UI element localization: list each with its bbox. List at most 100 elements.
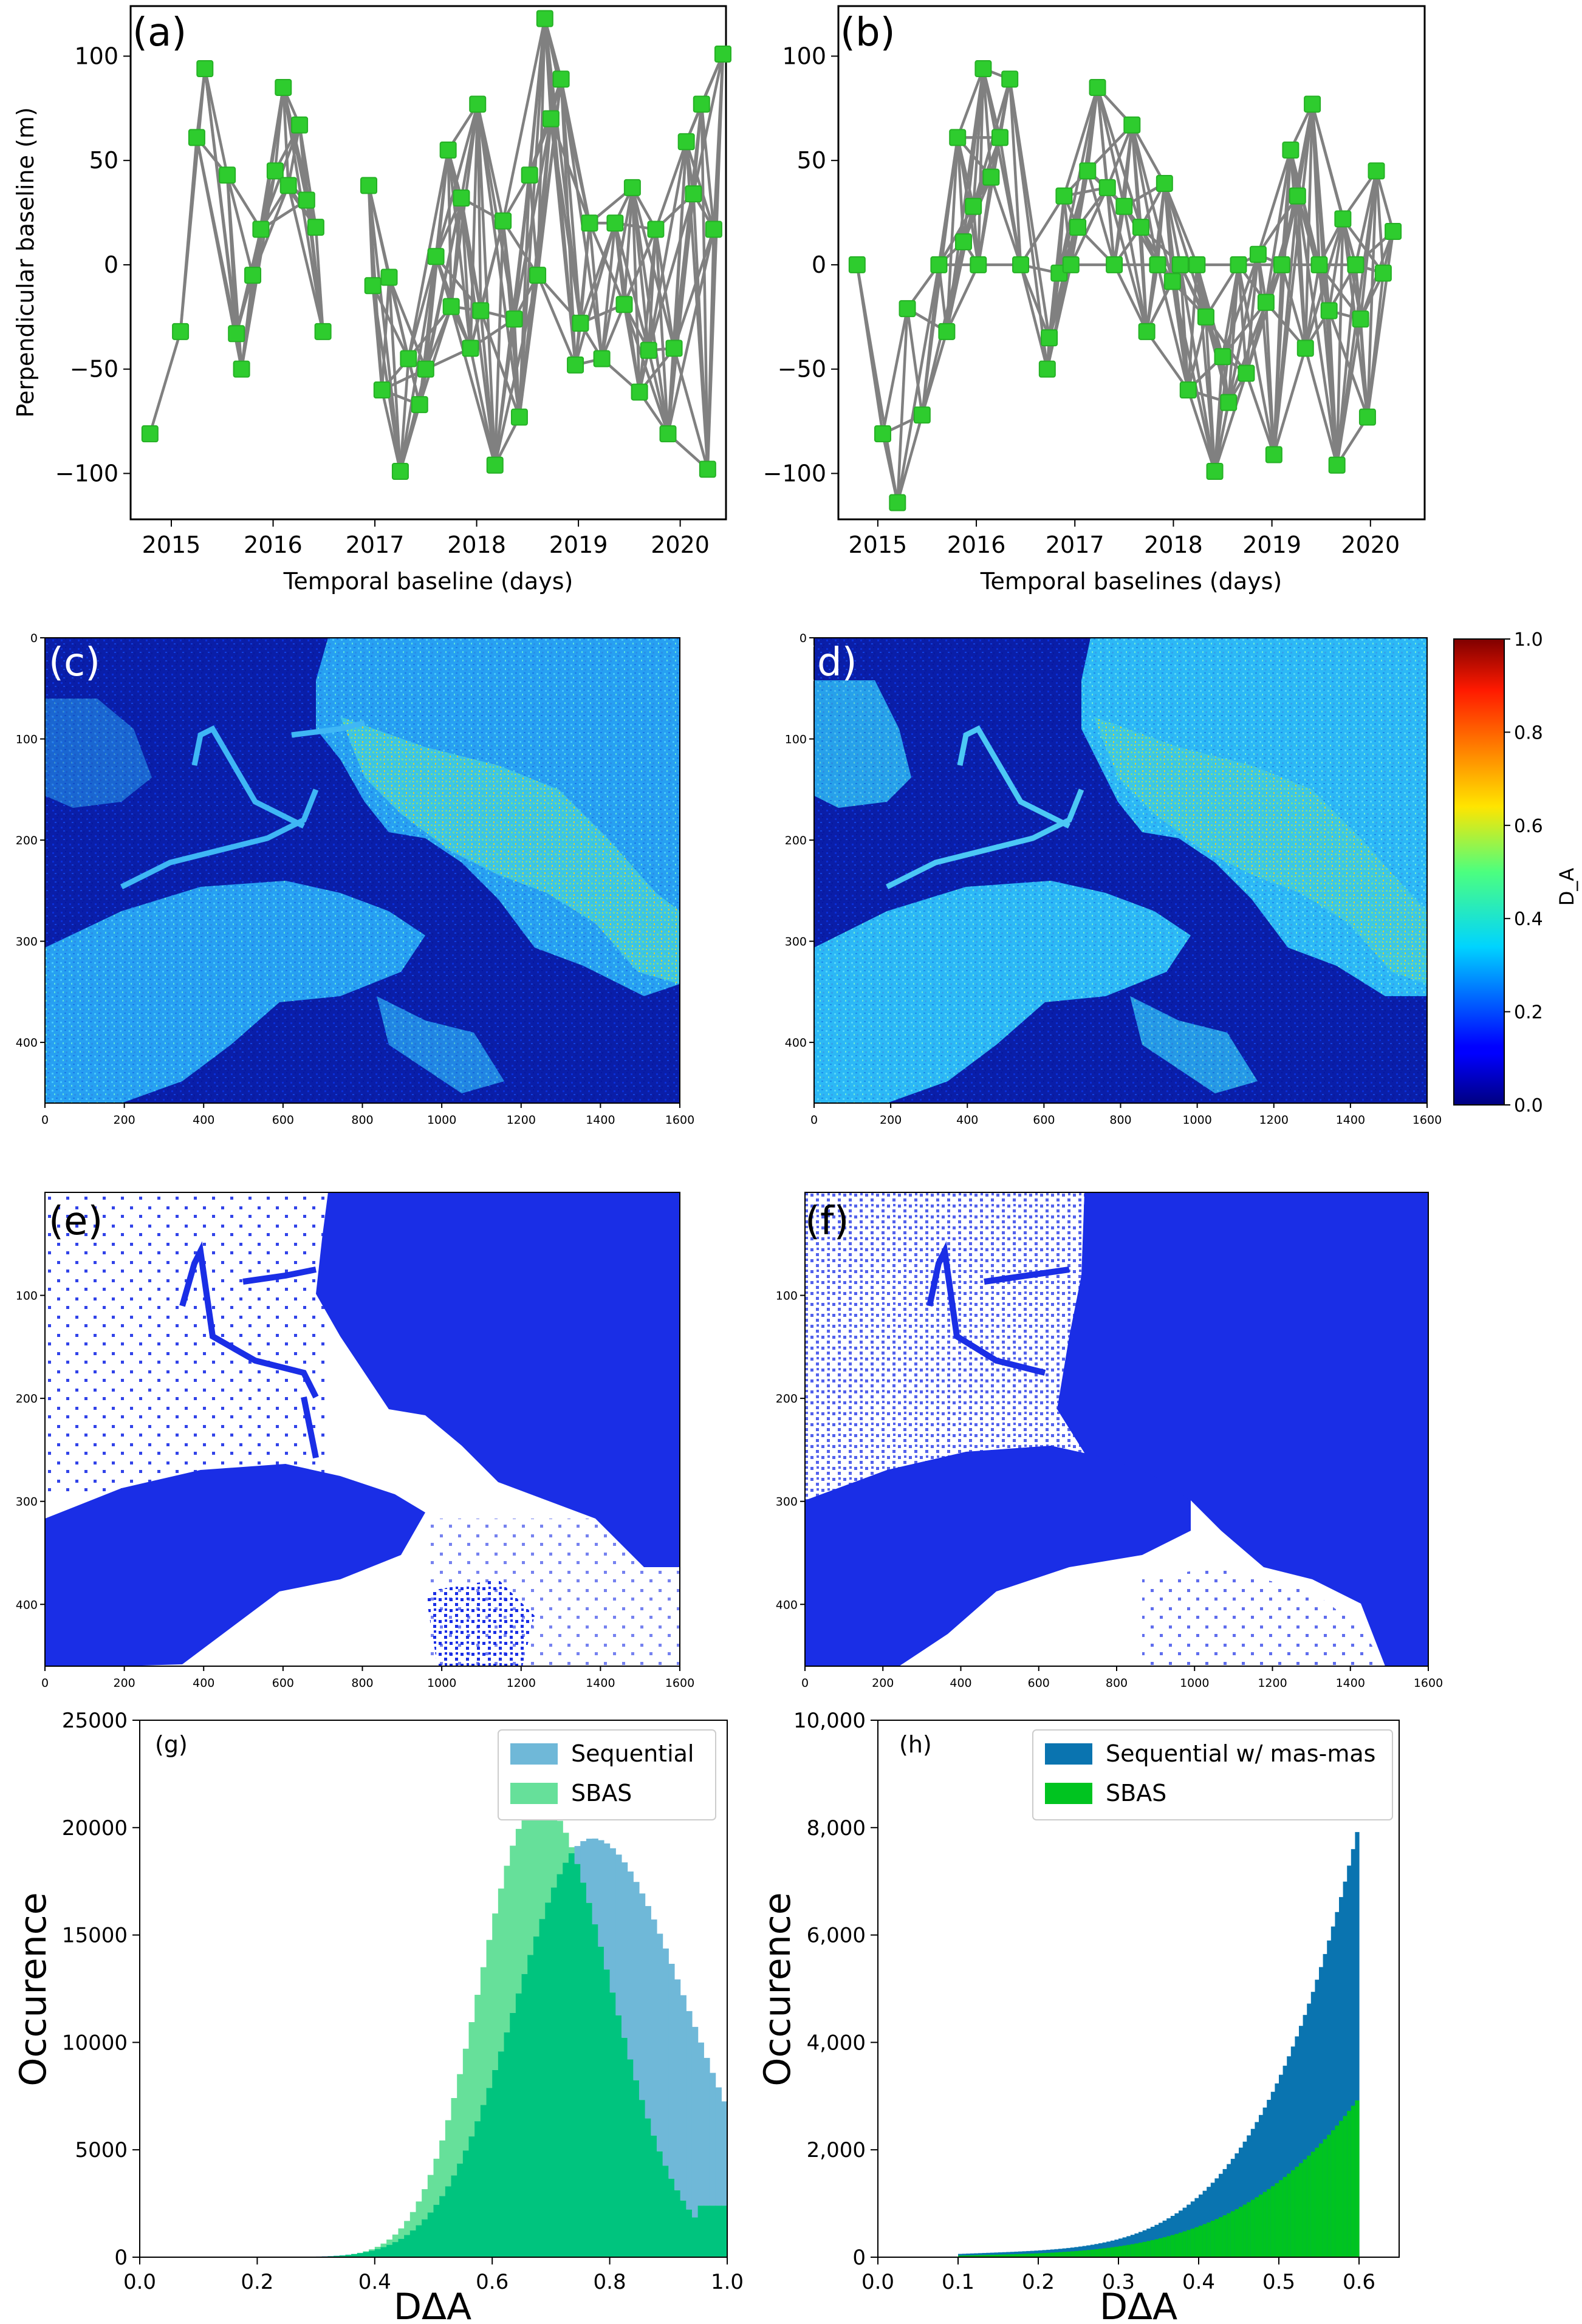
histogram-bar-overlap: [462, 2150, 470, 2257]
acquisition-point: [930, 256, 948, 273]
panel-h-frame: [877, 1720, 1400, 2258]
panel-a-baseline-network: 2015 2016 2017 2018 2019 2020 100 50 0 −50 −100 (…: [12, 5, 731, 595]
acquisition-point: [1352, 310, 1369, 328]
acquisition-point: [954, 233, 972, 251]
network-edge: [314, 227, 324, 332]
network-edge: [712, 53, 725, 230]
acquisition-point: [188, 129, 205, 146]
acquisition-point: [982, 168, 1000, 186]
histogram-bar-sbas: [1222, 2215, 1227, 2257]
histogram-bar-sbas: [1034, 2253, 1039, 2257]
acquisition-point: [373, 381, 391, 399]
acquisition-point: [141, 425, 159, 443]
x-tick-label: 2017: [1046, 531, 1104, 558]
histogram-bar: [409, 2212, 417, 2231]
acquisition-point: [1163, 273, 1181, 290]
histogram-bar: [321, 2256, 329, 2257]
acquisition-point: [536, 10, 553, 27]
histogram-bar-sbas: [1343, 2116, 1347, 2257]
acquisition-point: [874, 425, 891, 443]
histogram-bar-sbas: [1239, 2207, 1244, 2257]
x-tick-label: 1400: [586, 1676, 615, 1690]
histogram-bar-overlap: [704, 2206, 710, 2257]
network-edge: [460, 104, 479, 199]
acquisition-point: [552, 70, 570, 88]
network-edge: [549, 118, 591, 224]
network-edge: [1245, 254, 1260, 374]
network-edge: [1327, 310, 1369, 418]
x-tick-label: 0.6: [476, 2270, 508, 2294]
histogram-bar: [439, 2140, 446, 2196]
histogram-bar-overlap: [498, 2051, 505, 2257]
histogram-bar-sbas: [1247, 2202, 1252, 2257]
network-edge: [896, 308, 909, 503]
histogram-bar-overlap: [409, 2230, 417, 2257]
histogram-bar-overlap: [398, 2238, 405, 2257]
acquisition-point: [1188, 256, 1206, 273]
histogram-bar: [697, 2042, 704, 2206]
acquisition-point: [665, 340, 683, 357]
acquisition-point: [1079, 162, 1097, 180]
y-tick-label: 15000: [62, 1924, 128, 1948]
x-tick-label: 2015: [142, 531, 201, 558]
histogram-bar: [715, 2087, 722, 2206]
panel-g-legend: Sequential SBAS: [498, 1729, 716, 1820]
network-edge: [1019, 264, 1051, 338]
histogram-bar-sequential: [1319, 1967, 1324, 2257]
x-tick-label: 2019: [549, 531, 608, 558]
network-edge: [1156, 264, 1190, 391]
network-edge: [1327, 219, 1344, 311]
x-tick-label: 600: [1028, 1676, 1050, 1690]
network-edge: [977, 68, 985, 265]
acquisition-point: [1055, 187, 1073, 205]
x-tick-label: 1600: [1414, 1676, 1443, 1690]
histogram-bar-sbas: [1234, 2209, 1239, 2257]
histogram-bar-sbas: [1046, 2252, 1051, 2257]
histogram-bar-overlap: [568, 1853, 575, 2257]
histogram-bar: [422, 2189, 428, 2220]
acquisition-point: [949, 129, 967, 146]
histogram-bar-overlap: [645, 2118, 651, 2257]
network-edge: [654, 229, 676, 349]
panel-h-y-ticks: 0 2,000 4,000 6,000 8,000 10,000: [793, 1709, 878, 2270]
network-edge: [906, 308, 924, 415]
histogram-bar-sbas: [1038, 2253, 1043, 2257]
network-edge: [1237, 264, 1276, 455]
network-edge: [1237, 264, 1248, 374]
x-tick-label: 600: [1033, 1113, 1055, 1127]
acquisition-point: [1368, 162, 1385, 180]
histogram-bar: [462, 2048, 470, 2151]
histogram-bar: [539, 1802, 546, 1919]
x-tick-label: 1600: [665, 1113, 694, 1127]
x-tick-label: 1600: [1412, 1113, 1442, 1127]
acquisition-point: [266, 162, 284, 180]
panel-h-legend-sbas: SBAS: [1106, 1780, 1166, 1806]
histogram-bar-sbas: [1150, 2240, 1155, 2257]
y-tick-label: 300: [16, 1495, 38, 1509]
network-edge: [982, 68, 993, 177]
network-edge: [1366, 231, 1395, 417]
histogram-bar-sbas: [1190, 2229, 1195, 2257]
histogram-bar-sbas: [1030, 2254, 1035, 2257]
histogram-bar-sequential: [1255, 2122, 1259, 2257]
panel-c-image: [45, 638, 680, 1103]
acquisition-point: [542, 110, 560, 128]
network-edge: [666, 229, 716, 434]
panel-a-points: [141, 10, 731, 480]
histogram-bar: [327, 2256, 334, 2257]
histogram-bar-sbas: [1227, 2213, 1231, 2257]
network-edge: [282, 87, 290, 186]
acquisition-point: [505, 310, 523, 328]
colorbar-tick-label: 0.6: [1514, 816, 1543, 837]
histogram-bar-sequential: [1323, 1953, 1327, 2257]
acquisition-point: [307, 219, 324, 236]
y-tick-label: 300: [785, 935, 807, 949]
network-edge: [479, 310, 496, 465]
histogram-bar-sequential: [1290, 2046, 1295, 2257]
acquisition-point: [1257, 293, 1275, 311]
x-tick-label: 0.8: [594, 2270, 626, 2294]
histogram-bar: [339, 2255, 346, 2256]
x-tick-label: 0.0: [861, 2270, 894, 2294]
y-tick-label: −50: [778, 356, 826, 383]
acquisition-point: [938, 323, 956, 340]
